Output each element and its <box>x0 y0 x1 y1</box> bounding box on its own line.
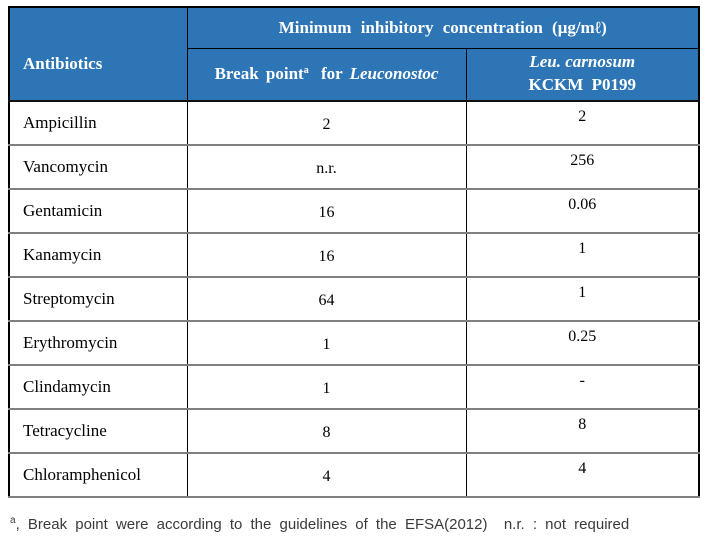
break-point-value: 2 <box>187 101 467 145</box>
antibiotic-name: Vancomycin <box>9 144 188 189</box>
table-row: Erythromycin 1 0.25 <box>9 320 699 365</box>
table-row: Ampicillin 2 2 <box>9 101 699 145</box>
table-body: Ampicillin 2 2 Vancomycin n.r. 256 Genta… <box>9 101 699 497</box>
table-row: Chloramphenicol 4 4 <box>9 452 699 497</box>
antibiotic-name: Chloramphenicol <box>9 452 188 497</box>
antibiotic-name: Clindamycin <box>9 364 188 409</box>
footnote-text: , Break point were according to the guid… <box>15 516 630 533</box>
break-point-label: Break point <box>214 64 304 84</box>
antibiotics-column-header: Antibiotics <box>9 7 188 102</box>
carnosum-mic-value: - <box>466 364 699 409</box>
break-point-value: 4 <box>187 452 467 497</box>
break-point-value: 1 <box>187 320 467 365</box>
footnote-superscript: a <box>10 515 16 526</box>
break-point-value: 1 <box>187 364 467 409</box>
table-row: Gentamicin 16 0.06 <box>9 188 699 233</box>
carnosum-mic-value: 4 <box>466 452 699 497</box>
break-point-value: 16 <box>187 232 467 277</box>
footnote: a, Break point were according to the gui… <box>10 515 698 534</box>
mic-table: Antibiotics Minimum inhibitory concentra… <box>8 6 700 498</box>
break-point-value: 8 <box>187 408 467 453</box>
mic-group-header: Minimum inhibitory concentration (μg/mℓ) <box>187 7 699 49</box>
carnosum-mic-value: 2 <box>466 101 699 145</box>
antibiotic-name: Gentamicin <box>9 188 188 233</box>
leuconostoc-label: Leuconostoc <box>349 64 439 84</box>
break-point-for-label: for <box>320 64 343 84</box>
table-row: Streptomycin 64 1 <box>9 276 699 321</box>
antibiotic-name: Tetracycline <box>9 408 188 453</box>
carnosum-mic-value: 256 <box>466 144 699 189</box>
table-header: Antibiotics Minimum inhibitory concentra… <box>9 7 699 102</box>
carnosum-mic-value: 0.25 <box>466 320 699 365</box>
table-row: Clindamycin 1 - <box>9 364 699 409</box>
break-point-value: 16 <box>187 188 467 233</box>
header-row-1: Antibiotics Minimum inhibitory concentra… <box>9 7 699 102</box>
carnosum-mic-value: 1 <box>466 276 699 321</box>
carnosum-mic-value: 0.06 <box>466 188 699 233</box>
break-point-column-header: Break pointa for Leuconostoc <box>187 48 467 102</box>
antibiotic-name: Erythromycin <box>9 320 188 365</box>
table-row: Kanamycin 16 1 <box>9 232 699 277</box>
table-row: Vancomycin n.r. 256 <box>9 144 699 189</box>
header-row-2: Break pointa for Leuconostoc Leu. carnos… <box>9 48 699 102</box>
break-point-superscript: a <box>303 64 309 76</box>
carnosum-mic-value: 8 <box>466 408 699 453</box>
antibiotic-name: Ampicillin <box>9 101 188 145</box>
break-point-value: 64 <box>187 276 467 321</box>
carnosum-strain-label: KCKM P0199 <box>528 75 636 95</box>
table-row: Tetracycline 8 8 <box>9 408 699 453</box>
carnosum-species-label: Leu. carnosum <box>529 52 636 72</box>
antibiotic-name: Kanamycin <box>9 232 188 277</box>
carnosum-mic-value: 1 <box>466 232 699 277</box>
break-point-value: n.r. <box>187 144 467 189</box>
antibiotic-name: Streptomycin <box>9 276 188 321</box>
carnosum-column-header: Leu. carnosum KCKM P0199 <box>466 48 699 102</box>
